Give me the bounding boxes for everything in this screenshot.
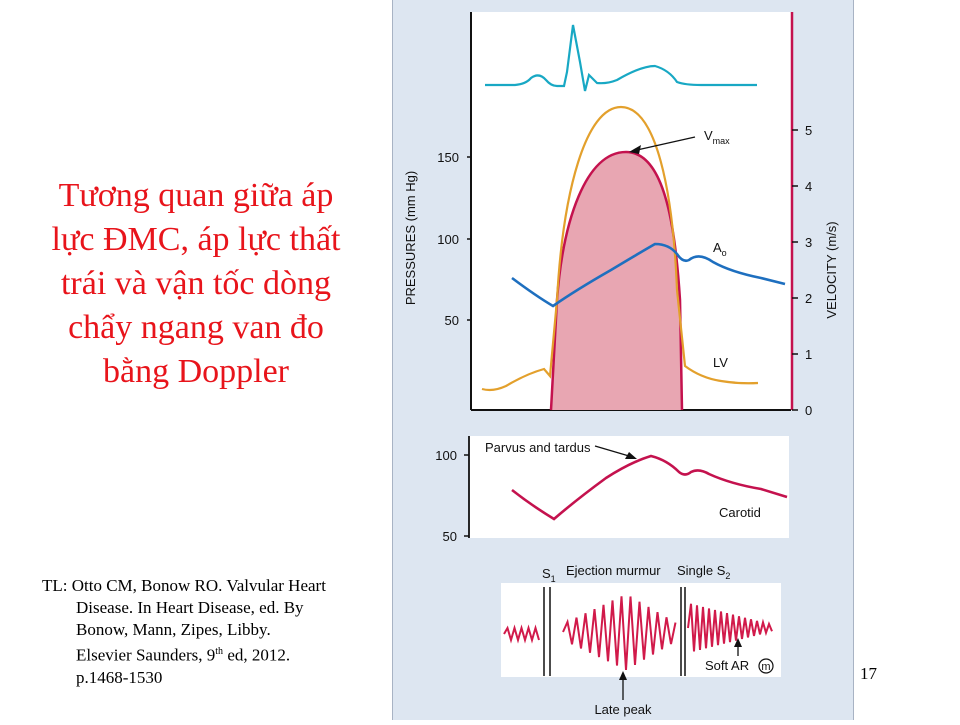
late-peak-label: Late peak (594, 702, 652, 717)
parvus-label: Parvus and tardus (485, 440, 591, 455)
velocity-envelope (551, 152, 682, 410)
velocity-tick-label: 5 (805, 123, 812, 138)
reference-line: Disease. In Heart Disease, ed. By (76, 598, 304, 617)
title-line: lực ĐMC, áp lực thất (51, 221, 341, 258)
slide-title: Tương quan giữa áp lực ĐMC, áp lực thất … (20, 174, 372, 394)
single-s2-label: Single S2 (677, 563, 730, 581)
soft-ar-arrowhead (734, 638, 742, 647)
single-s2-label-sub: 2 (725, 571, 730, 581)
pressure-tick-label: 100 (437, 232, 459, 247)
vmax-label-sub: max (713, 136, 731, 146)
carotid-tick-label: 100 (435, 448, 457, 463)
velocity-tick-label: 0 (805, 403, 812, 418)
reference-edition: Elsevier Saunders, 9 (76, 645, 216, 665)
slide-number: 17 (860, 664, 877, 683)
ao-label: Ao (713, 240, 727, 258)
vmax-label-main: V (704, 128, 713, 143)
m-label: m (761, 661, 770, 673)
ecg-trace (485, 24, 757, 92)
single-s2-label-main: Single S (677, 563, 726, 578)
s1-label: S1 (542, 566, 556, 584)
reference-edition-sup: th (215, 646, 224, 657)
ejection-murmur-label: Ejection murmur (566, 563, 661, 578)
pressure-tick-label: 150 (437, 150, 459, 165)
velocity-tick-label: 1 (805, 347, 812, 362)
velocity-tick-label: 3 (805, 235, 812, 250)
pressure-axis-label: PRESSURES (mm Hg) (403, 171, 418, 305)
carotid-label: Carotid (719, 505, 761, 520)
carotid-tick-label: 50 (443, 529, 457, 544)
soft-ar-label: Soft AR (705, 658, 749, 673)
diastolic-murmur-trace (687, 603, 773, 652)
systolic-murmur-trace (562, 596, 677, 670)
vmax-arrowhead (629, 145, 641, 154)
s1-label-main: S (542, 566, 551, 581)
title-line: Tương quan giữa áp (58, 177, 334, 214)
title-line: chẩy ngang van đo (68, 309, 324, 346)
lv-label: LV (713, 355, 728, 370)
s1-label-sub: 1 (551, 574, 556, 584)
ao-label-sub: o (722, 248, 727, 258)
title-line: bằng Doppler (102, 353, 289, 390)
figure-svg: 150 100 50 PRESSURES (mm Hg) 5 4 3 2 1 0… (403, 12, 839, 717)
velocity-tick-label: 2 (805, 291, 812, 306)
hemodynamics-figure: 150 100 50 PRESSURES (mm Hg) 5 4 3 2 1 0… (392, 0, 854, 720)
m-circle (758, 658, 774, 674)
vmax-label: Vmax (704, 128, 730, 146)
carotid-trace (511, 454, 788, 521)
reference-line: Bonow, Mann, Zipes, Libby. (76, 620, 271, 639)
reference-citation: TL: Otto CM, Bonow RO. Valvular Heart Di… (42, 575, 392, 689)
ao-label-main: A (713, 240, 722, 255)
pre-systolic-trace (503, 624, 540, 644)
parvus-pointer (594, 445, 630, 457)
aortic-pressure-trace (511, 242, 786, 308)
velocity-axis-label: VELOCITY (m/s) (824, 221, 839, 318)
velocity-tick-label: 4 (805, 179, 812, 194)
pressure-tick-label: 50 (445, 313, 459, 328)
reference-line: p.1468-1530 (76, 667, 163, 687)
late-peak-arrowhead (619, 671, 627, 680)
title-line: trái và vận tốc dòng (60, 265, 332, 302)
reference-line: Elsevier Saunders, 9th ed, 2012. (42, 641, 392, 667)
parvus-arrowhead (625, 452, 637, 459)
reference-line: TL: Otto CM, Bonow RO. Valvular Heart (42, 576, 326, 595)
reference-year: ed, 2012. (223, 645, 291, 665)
vmax-pointer (636, 136, 696, 151)
lv-pressure-trace (481, 105, 759, 392)
